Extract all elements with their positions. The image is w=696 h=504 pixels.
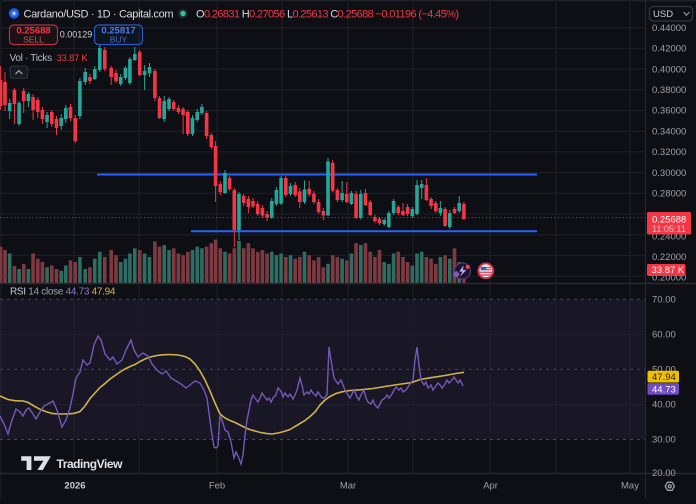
svg-text:0.42000: 0.42000: [652, 44, 686, 55]
svg-text:47.94: 47.94: [652, 372, 676, 383]
svg-text:BUY: BUY: [110, 35, 128, 45]
svg-text:Apr: Apr: [483, 481, 498, 492]
svg-text:Mar: Mar: [340, 481, 356, 492]
svg-text:0.28000: 0.28000: [652, 189, 686, 200]
svg-text:0.36000: 0.36000: [652, 106, 686, 117]
svg-text:0.25688: 0.25688: [16, 26, 50, 37]
svg-text:0.44000: 0.44000: [652, 23, 686, 34]
svg-text:0.20000: 0.20000: [652, 273, 686, 284]
svg-text:0.25688: 0.25688: [652, 215, 686, 226]
svg-text:2026: 2026: [64, 481, 85, 492]
svg-text:Feb: Feb: [209, 481, 225, 492]
svg-text:0.00129: 0.00129: [60, 30, 93, 40]
svg-text:70.00: 70.00: [652, 295, 676, 306]
svg-text:0.25817: 0.25817: [101, 26, 135, 37]
svg-text:50.00: 50.00: [652, 365, 676, 376]
svg-text:May: May: [621, 481, 639, 492]
svg-text:USD: USD: [653, 9, 673, 20]
svg-text:Cardano/USD · 1D · Capital.com: Cardano/USD · 1D · Capital.com: [24, 9, 174, 21]
svg-text:0.22000: 0.22000: [652, 252, 686, 263]
svg-text:30.00: 30.00: [652, 435, 676, 446]
svg-text:44.73: 44.73: [652, 384, 676, 395]
svg-text:SELL: SELL: [23, 35, 44, 45]
svg-text:33.87 K: 33.87 K: [652, 265, 685, 276]
svg-text:60.00: 60.00: [652, 330, 676, 341]
svg-text:O0.26831 H0.27056 L0.25613 C0.: O0.26831 H0.27056 L0.25613 C0.25688 −0.0…: [196, 9, 458, 21]
svg-text:33.87 K: 33.87 K: [57, 53, 89, 64]
svg-text:0.32000: 0.32000: [652, 147, 686, 158]
svg-text:0.40000: 0.40000: [652, 64, 686, 75]
svg-text:0.30000: 0.30000: [652, 168, 686, 179]
svg-text:RSI 14 close 44.73 47.94: RSI 14 close 44.73 47.94: [10, 287, 116, 298]
svg-text:TradingView: TradingView: [57, 457, 124, 471]
svg-text:0.34000: 0.34000: [652, 126, 686, 137]
svg-text:20.00: 20.00: [652, 468, 676, 479]
svg-text:0.24000: 0.24000: [652, 231, 686, 242]
svg-text:Vol · Ticks: Vol · Ticks: [10, 53, 53, 64]
svg-text:0.38000: 0.38000: [652, 85, 686, 96]
svg-text:40.00: 40.00: [652, 400, 676, 411]
svg-text:11:05:11: 11:05:11: [652, 224, 686, 234]
